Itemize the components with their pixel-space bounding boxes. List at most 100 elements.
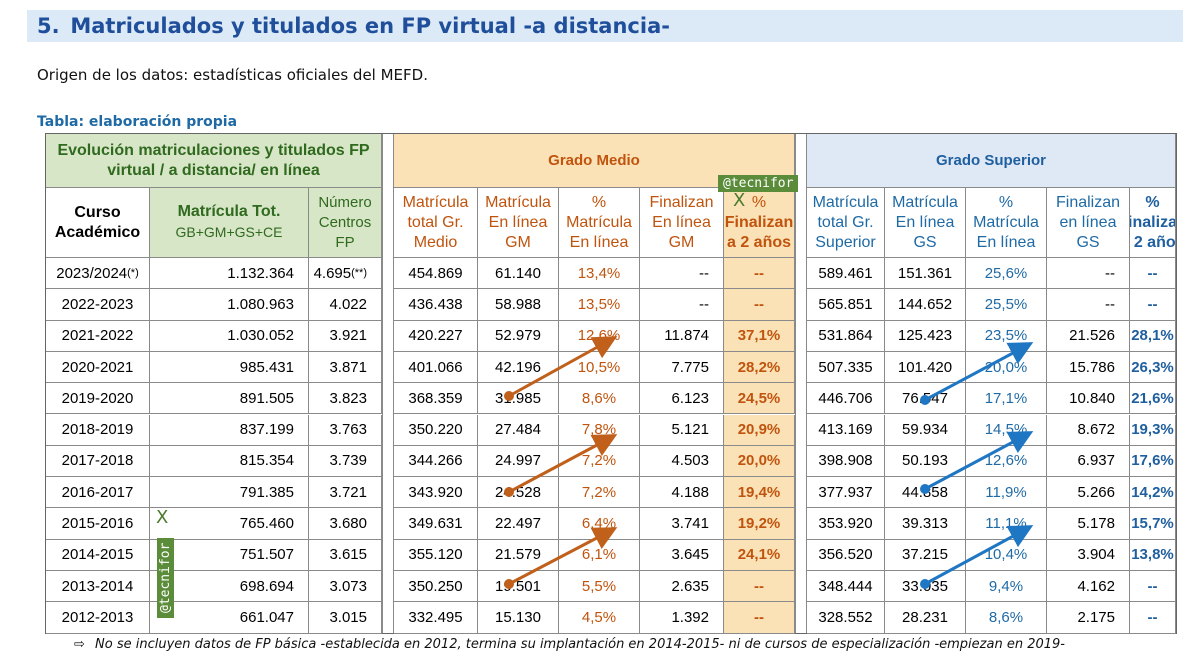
x-logo-icon: X bbox=[733, 190, 746, 211]
cell-gm-fin-pct: 20,0% bbox=[724, 445, 795, 478]
cell-value: 20,9% bbox=[737, 421, 781, 439]
cell-value: 14,2% bbox=[1131, 483, 1174, 501]
cell-value: 101.420 bbox=[897, 358, 953, 376]
separator-right bbox=[795, 134, 807, 633]
cell-gs-fin: 5.266 bbox=[1047, 477, 1130, 509]
cell-curso: 2017-2018 bbox=[46, 445, 150, 478]
cell-value: 2020-2021 bbox=[61, 358, 134, 376]
cell-gs-fin: 2.175 bbox=[1047, 602, 1130, 634]
cell-value: 751.507 bbox=[239, 546, 294, 564]
cell-value: 13,4% bbox=[577, 264, 621, 282]
cell-gm-total: 349.631 bbox=[394, 508, 478, 540]
cell-gm-pct: 7,8% bbox=[559, 414, 640, 446]
cell-gm-total: 368.359 bbox=[394, 383, 478, 415]
cell-value: -- bbox=[699, 264, 709, 282]
group-header-grado-superior-label: Grado Superior bbox=[935, 152, 1047, 169]
col-header-gm-fin: Finalizan En línea GM bbox=[640, 188, 724, 258]
arrow-right-icon: ⇨ bbox=[74, 637, 85, 652]
cell-tot: 698.694 bbox=[150, 571, 309, 603]
cell-value: 353.920 bbox=[818, 515, 873, 533]
cell-value: 7.775 bbox=[671, 358, 709, 376]
cell-value: 15.130 bbox=[495, 608, 541, 626]
cell-value: 12,6% bbox=[577, 327, 621, 345]
footnote-text: No se incluyen datos de FP básica -estab… bbox=[95, 637, 1065, 652]
cell-gm-fin-pct: 19,2% bbox=[724, 508, 795, 540]
cell-curso: 2013-2014 bbox=[46, 571, 150, 603]
cell-value: 328.552 bbox=[818, 608, 873, 626]
cell-value: 76.547 bbox=[902, 389, 948, 407]
cell-value: 791.385 bbox=[239, 483, 294, 501]
cell-gs-pct: 9,4% bbox=[966, 571, 1047, 603]
cell-gs-fin-pct: 14,2% bbox=[1130, 477, 1176, 509]
cell-value: 6.123 bbox=[671, 389, 709, 407]
cell-centros: 3.073 bbox=[309, 571, 382, 603]
cell-curso: 2019-2020 bbox=[46, 383, 150, 415]
cell-gm-pct: 12,6% bbox=[559, 320, 640, 352]
group-header-evolucion-label: Evolución matriculaciones y titulados FP… bbox=[57, 141, 370, 179]
cell-value: 2018-2019 bbox=[61, 421, 134, 439]
cell-value: 3.921 bbox=[329, 327, 367, 345]
cell-gs-pct: 17,1% bbox=[966, 383, 1047, 415]
cell-gs-linea: 33.035 bbox=[885, 571, 966, 603]
cell-tot: 815.354 bbox=[150, 445, 309, 478]
cell-value: 3.073 bbox=[329, 577, 367, 595]
cell-value: 20,0% bbox=[737, 452, 781, 470]
cell-gm-fin-pct: 24,5% bbox=[724, 383, 795, 415]
cell-value: 58.988 bbox=[495, 295, 541, 313]
cell-value: 2023/2024 bbox=[56, 264, 128, 282]
col-header-gs-total-text: Matrícula total Gr. Superior bbox=[812, 193, 879, 251]
cell-note: (**) bbox=[351, 267, 367, 280]
group-header-grado-superior: Grado Superior bbox=[807, 134, 1176, 188]
footnote: ⇨ No se incluyen datos de FP básica -est… bbox=[74, 637, 1065, 652]
cell-gs-linea: 50.193 bbox=[885, 445, 966, 478]
col-header-gs-linea: Matrícula En línea GS bbox=[885, 188, 966, 258]
cell-gm-linea: 42.196 bbox=[478, 351, 559, 384]
cell-gm-fin: 3.741 bbox=[640, 508, 724, 540]
cell-value: 3.871 bbox=[329, 358, 367, 376]
cell-gs-linea: 151.361 bbox=[885, 258, 966, 290]
cell-value: 24,5% bbox=[737, 389, 781, 407]
cell-gm-pct: 13,5% bbox=[559, 289, 640, 321]
cell-value: -- bbox=[1147, 608, 1158, 626]
cell-value: 8,6% bbox=[988, 608, 1024, 626]
cell-value: 2013-2014 bbox=[61, 577, 134, 595]
cell-value: 37,1% bbox=[737, 327, 781, 345]
cell-value: 12,6% bbox=[984, 452, 1028, 470]
cell-note: (*) bbox=[127, 267, 139, 280]
cell-value: 19,2% bbox=[737, 515, 781, 533]
cell-centros: 3.680 bbox=[309, 508, 382, 540]
cell-gm-total: 350.250 bbox=[394, 571, 478, 603]
cell-value: 1.392 bbox=[671, 608, 709, 626]
cell-value: 4.695 bbox=[313, 264, 352, 282]
cell-value: 19,3% bbox=[1131, 421, 1174, 439]
cell-tot: 791.385 bbox=[150, 477, 309, 509]
cell-gm-linea: 15.130 bbox=[478, 602, 559, 634]
cell-gs-total: 398.908 bbox=[807, 445, 885, 478]
cell-gs-linea: 37.215 bbox=[885, 539, 966, 571]
cell-value: 151.361 bbox=[897, 264, 953, 282]
cell-value: 8.672 bbox=[1077, 421, 1115, 439]
cell-value: 5.178 bbox=[1077, 515, 1115, 533]
cell-gs-total: 446.706 bbox=[807, 383, 885, 415]
cell-curso: 2018-2019 bbox=[46, 414, 150, 446]
cell-gs-fin-pct: -- bbox=[1130, 571, 1176, 603]
cell-gs-fin: 5.178 bbox=[1047, 508, 1130, 540]
col-header-curso-text: Curso Académico bbox=[54, 203, 141, 241]
cell-value: 436.438 bbox=[408, 295, 463, 313]
cell-value: 2019-2020 bbox=[61, 389, 134, 407]
cell-tot: 661.047 bbox=[150, 602, 309, 634]
col-header-gs-fin: Finalizan en línea GS bbox=[1047, 188, 1130, 258]
cell-value: 1.132.364 bbox=[227, 264, 294, 282]
cell-value: 377.937 bbox=[818, 483, 873, 501]
cell-gm-linea: 58.988 bbox=[478, 289, 559, 321]
cell-value: 332.495 bbox=[408, 608, 463, 626]
cell-gm-pct: 6,4% bbox=[559, 508, 640, 540]
cell-centros: 3.871 bbox=[309, 351, 382, 384]
cell-gs-fin: 15.786 bbox=[1047, 351, 1130, 384]
cell-gs-pct: 20,0% bbox=[966, 351, 1047, 384]
cell-gs-fin: 8.672 bbox=[1047, 414, 1130, 446]
col-header-gs-fin-pct: % Finalizan a 2 años bbox=[1130, 188, 1176, 258]
cell-value: 44.858 bbox=[902, 483, 948, 501]
col-header-gm-pct: % Matrícula En línea bbox=[559, 188, 640, 258]
cell-value: 3.763 bbox=[329, 421, 367, 439]
